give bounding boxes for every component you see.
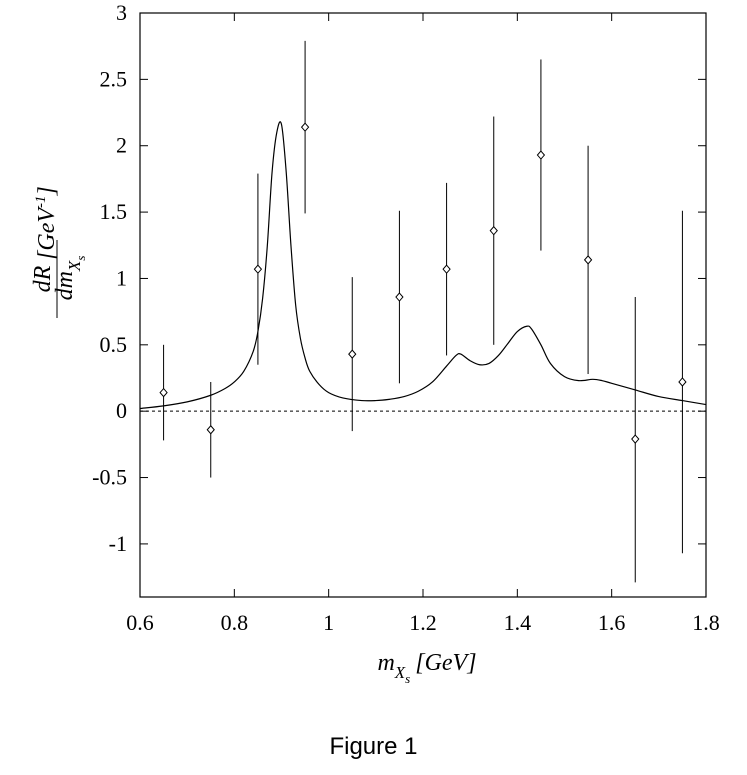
y-label-denominator-sub: X [65, 260, 84, 272]
y-tick-label: -1 [109, 531, 127, 556]
data-point [583, 255, 593, 265]
x-tick-label: 0.6 [126, 610, 154, 635]
data-point [348, 349, 357, 359]
y-label-units-close: ] [34, 186, 60, 196]
axes-layer: 0.6 0.8 1 1.2 1.4 1.6 1.8 -1 -0.5 0 0.5 1 1.5 2 2.5 3 [92, 0, 720, 635]
x-axis-label-sub: X [394, 663, 406, 682]
plot-frame [139, 12, 707, 598]
y-axis-label: dR dmXs [GeV-1] [30, 186, 88, 318]
data-point [395, 292, 404, 302]
y-tick-label: 1 [116, 265, 127, 290]
data-point [631, 434, 640, 444]
x-tick-label: 1.2 [409, 610, 437, 635]
data-point [678, 377, 687, 387]
data-point [300, 122, 310, 132]
y-label-units-text: [GeV [34, 206, 60, 260]
y-tick-label: 2 [116, 133, 127, 158]
y-label-units-sup: -1 [33, 195, 49, 208]
chart: 0.6 0.8 1 1.2 1.4 1.6 1.8 -1 -0.5 0 0.5 1 1.5 2 2.5 3 m… [30, 0, 720, 686]
y-label-denominator-subsub: s [73, 256, 88, 261]
x-tick-label: 1 [323, 610, 334, 635]
x-axis-label-subsub: s [405, 671, 410, 686]
x-tick-label: 1.4 [504, 610, 532, 635]
figure-caption: Figure 1 [329, 733, 418, 760]
curve-layer [139, 121, 707, 410]
x-tick-label: 1.8 [692, 610, 720, 635]
data-point [206, 425, 215, 435]
points-layer [159, 40, 687, 583]
y-label-numerator: dR [30, 265, 56, 292]
y-label-denominator: dmXs [52, 256, 88, 301]
data-point [489, 225, 498, 236]
x-axis-label-units: [GeV] [415, 650, 476, 676]
data-point [159, 387, 168, 398]
labels-layer: mXs[GeV] dR dmXs [GeV-1] [30, 186, 477, 686]
y-tick-label: 0 [116, 398, 127, 423]
data-point [253, 264, 263, 274]
y-tick-label: -0.5 [92, 465, 127, 490]
y-tick-label: 0.5 [100, 332, 128, 357]
x-axis-label: mXs [GeV] [377, 650, 476, 686]
y-tick-label: 3 [116, 0, 127, 25]
x-tick-label: 0.8 [221, 610, 249, 635]
x-axis-label-main: m [377, 650, 394, 676]
theory-curve [139, 121, 707, 410]
y-label-denominator-main: dm [52, 271, 78, 300]
data-point [536, 150, 546, 160]
y-label-units: [GeV-1] [33, 186, 60, 260]
y-tick-label: 1.5 [100, 199, 128, 224]
data-point [442, 264, 451, 274]
y-tick-label: 2.5 [100, 66, 128, 91]
x-tick-label: 1.6 [598, 610, 626, 635]
